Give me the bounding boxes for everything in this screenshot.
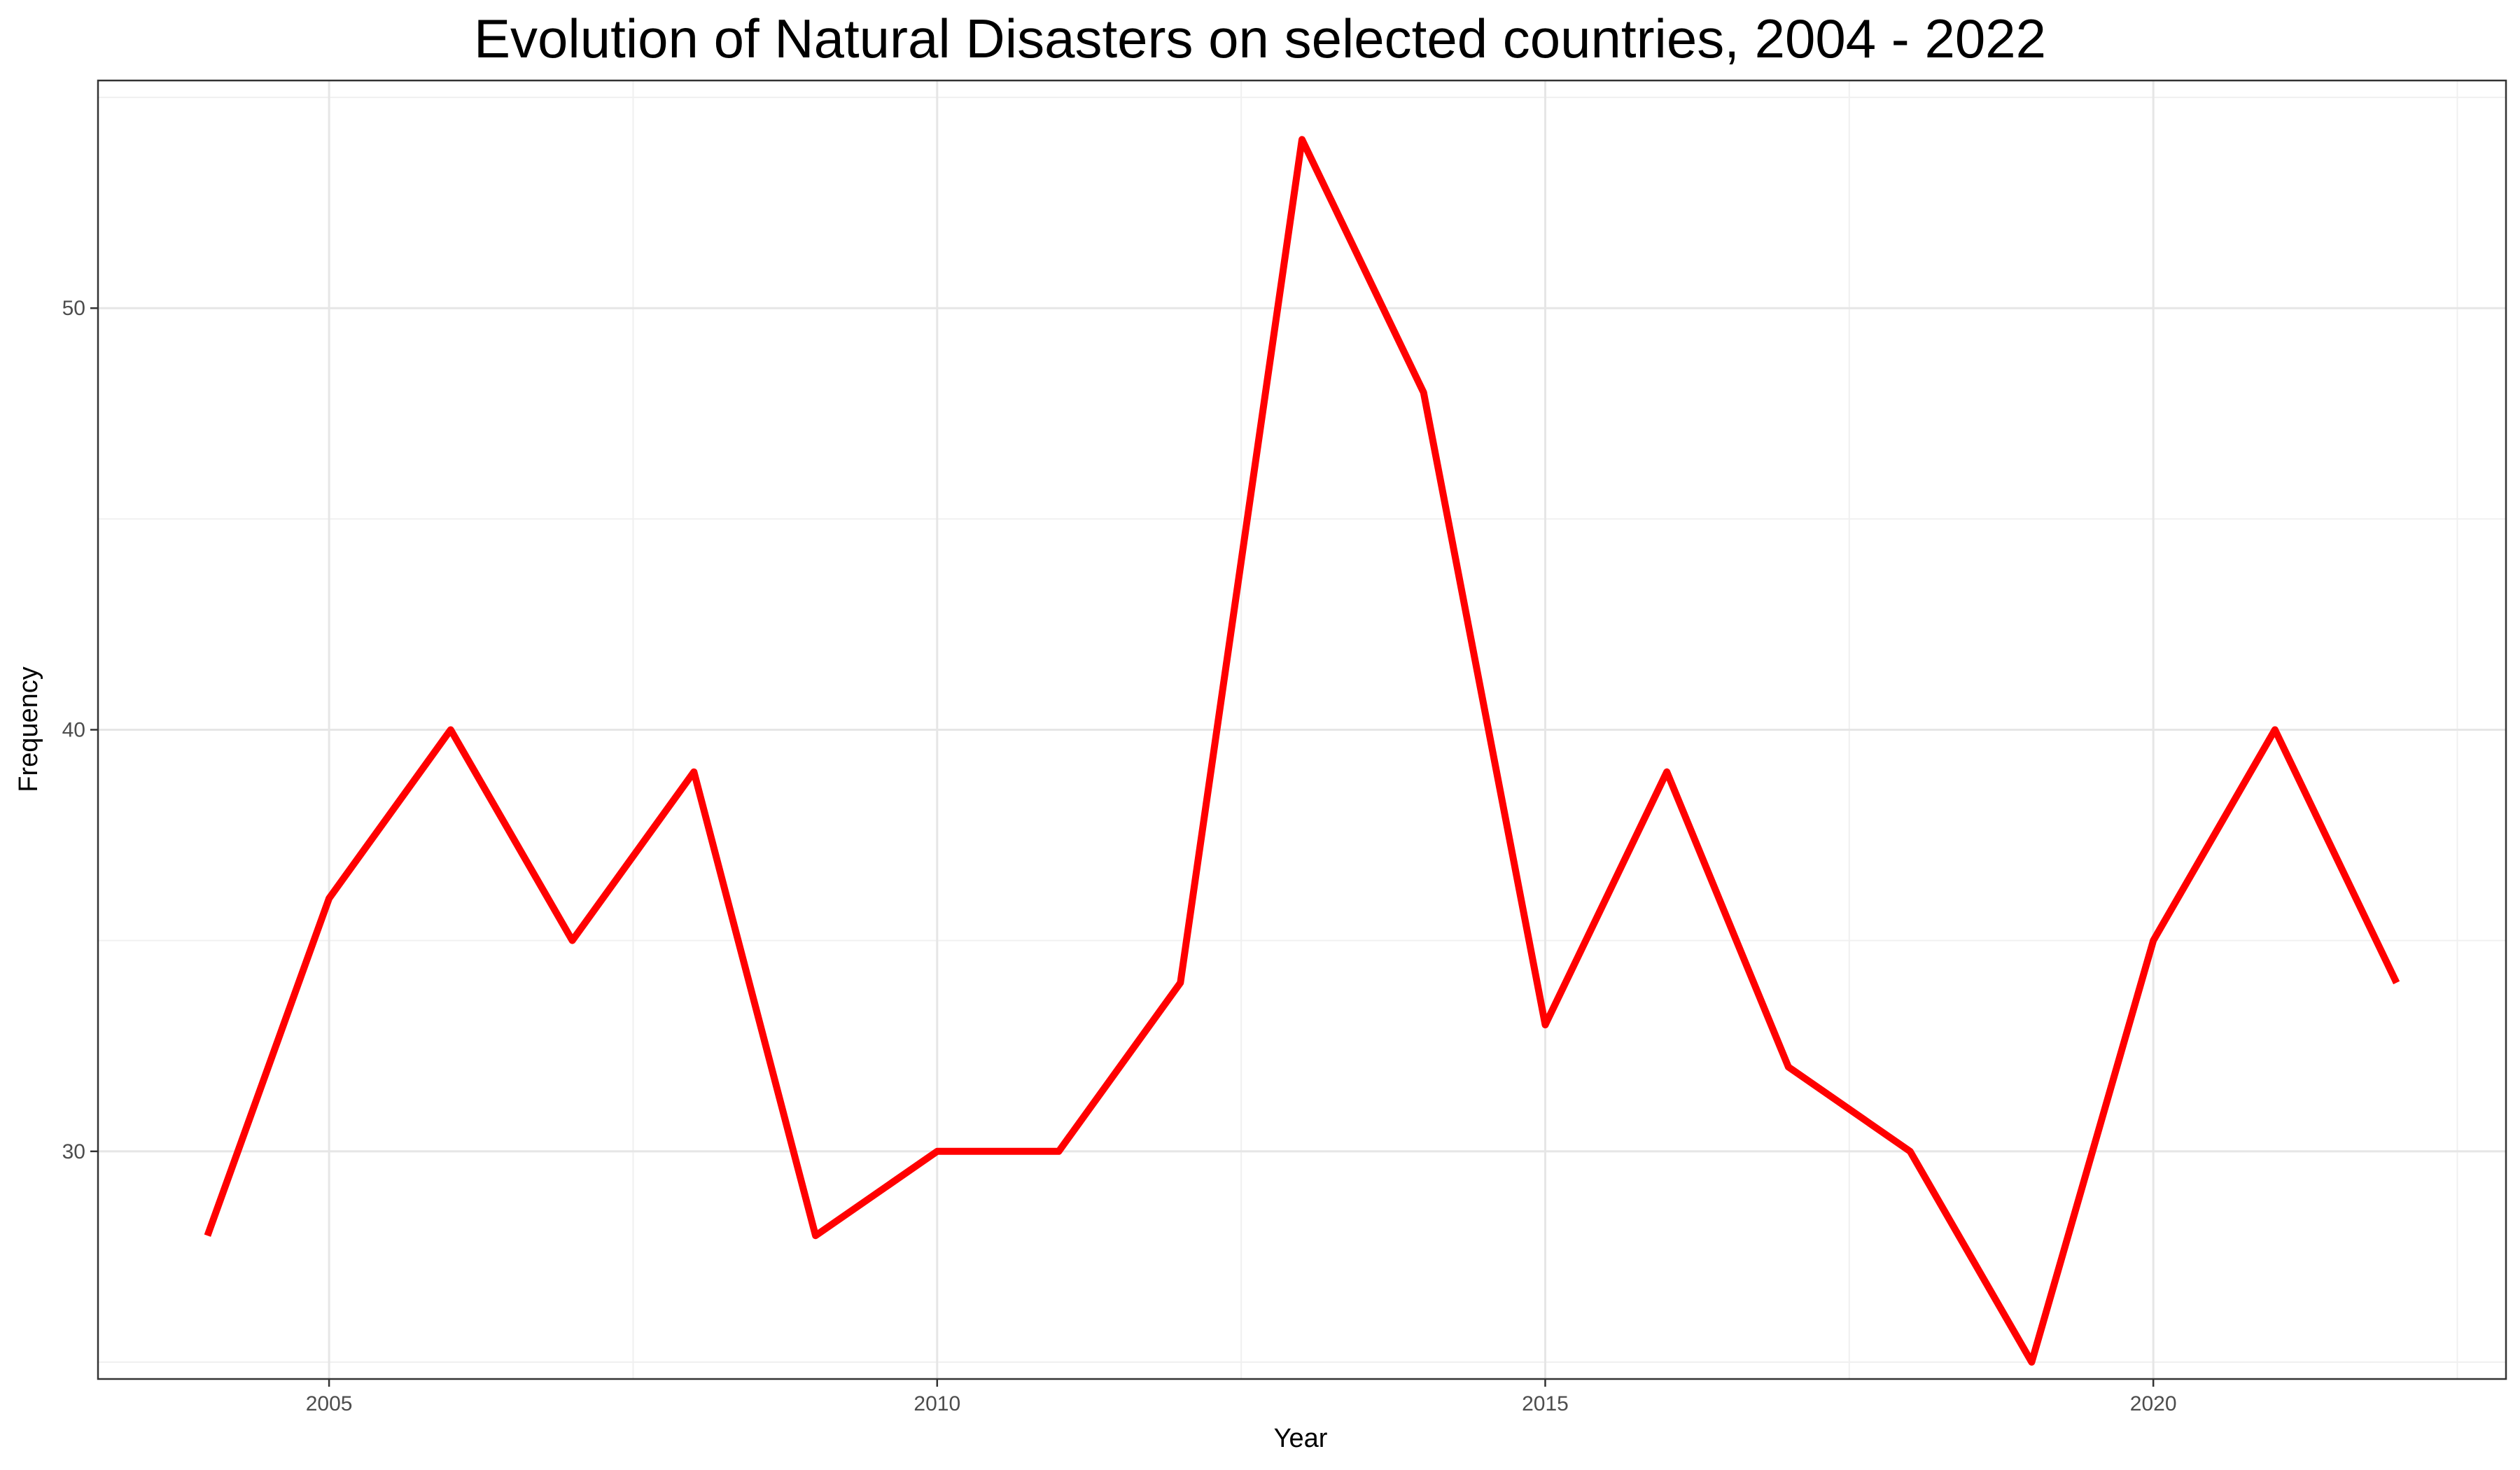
x-tick-label: 2015: [1522, 1392, 1569, 1415]
x-axis-title: Year: [1274, 1424, 1328, 1453]
y-tick-label: 30: [62, 1140, 85, 1163]
chart-title: Evolution of Natural Disasters on select…: [474, 8, 2046, 69]
y-axis-title: Frequency: [14, 666, 43, 792]
x-tick-label: 2010: [913, 1392, 960, 1415]
grid-minor: [98, 80, 2506, 1379]
grid-major: [98, 80, 2506, 1379]
series-layer: [204, 136, 2400, 1366]
x-axis: 2005 2010 2015 2020: [306, 1379, 2177, 1415]
y-axis: 30 40 50: [62, 297, 98, 1163]
y-tick-label: 50: [62, 297, 85, 320]
x-tick-label: 2005: [306, 1392, 353, 1415]
y-tick-label: 40: [62, 719, 85, 742]
x-tick-label: 2020: [2130, 1392, 2177, 1415]
